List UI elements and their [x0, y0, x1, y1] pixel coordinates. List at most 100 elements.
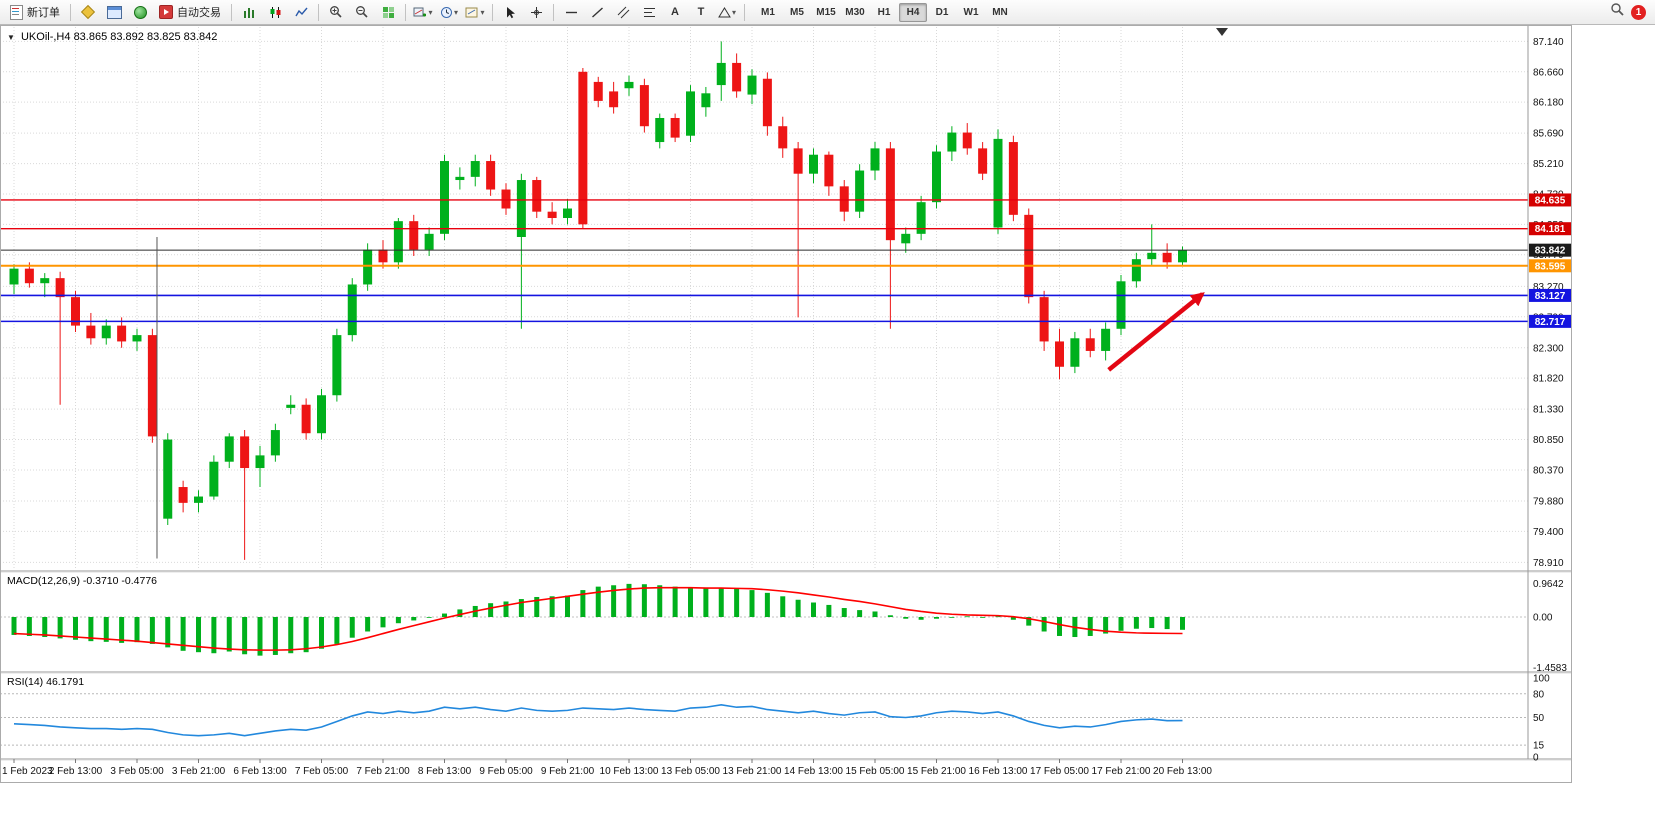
text-tool[interactable]: A: [671, 6, 679, 18]
cursor-button[interactable]: [498, 1, 522, 24]
trendline-tool[interactable]: [585, 1, 609, 24]
green-circle-icon: [133, 5, 147, 19]
timeframe-button-W1[interactable]: W1: [963, 6, 979, 18]
macd-bar: [149, 617, 155, 644]
rsi-axis-label: 100: [1533, 674, 1550, 685]
chart-profile-button[interactable]: [76, 1, 100, 24]
macd-bar: [1057, 617, 1062, 636]
new-window-button[interactable]: [102, 1, 126, 24]
candle: [317, 395, 326, 434]
macd-bar: [949, 617, 955, 618]
price-badge-text: 84.635: [1535, 195, 1566, 206]
candle: [1039, 297, 1049, 342]
macd-bar: [180, 617, 186, 651]
search-button[interactable]: [1610, 2, 1625, 22]
zoom-out-button[interactable]: [350, 1, 374, 24]
fibonacci-tool[interactable]: [637, 1, 661, 24]
candle: [393, 221, 403, 263]
macd-bar: [1010, 617, 1016, 620]
candle: [117, 325, 127, 342]
trendline-icon: [591, 6, 603, 18]
price-axis-label: 85.210: [1533, 159, 1564, 170]
candle: [132, 335, 142, 342]
timeframe-toolbar: M1 M5 M15 M30 H1 H4 D1 W1 MN: [754, 2, 1014, 22]
shapes-tool[interactable]: ▾: [715, 1, 739, 24]
candle: [455, 176, 465, 181]
trend-arrow[interactable]: [1107, 292, 1205, 372]
timeframe-button-D1[interactable]: D1: [935, 6, 949, 18]
macd-bar: [1041, 617, 1047, 632]
tile-windows-icon: [382, 6, 394, 18]
timeframe-button-M5[interactable]: M5: [790, 6, 804, 18]
new-chart-button[interactable]: ▾: [411, 1, 435, 24]
macd-bar: [780, 596, 786, 617]
candle: [532, 180, 542, 212]
macd-axis-label: 0.00: [1533, 613, 1553, 624]
macd-bar: [11, 617, 17, 635]
candle: [716, 62, 726, 86]
channel-tool[interactable]: [611, 1, 635, 24]
macd-bar: [196, 617, 201, 653]
time-axis-label: 17 Feb 05:00: [1030, 766, 1089, 777]
cycle-button[interactable]: [128, 1, 152, 24]
macd-bar: [980, 617, 986, 618]
chart-shift-marker[interactable]: [1216, 28, 1228, 36]
candle: [916, 202, 926, 234]
candle: [563, 208, 572, 219]
hlines-layer[interactable]: [0, 199, 1528, 323]
text-label-tool[interactable]: T: [697, 6, 705, 18]
price-badge-text: 82.717: [1535, 317, 1566, 328]
time-axis-label: 15 Feb 21:00: [907, 766, 966, 777]
macd-bar: [857, 610, 863, 617]
price-badge: [1529, 222, 1571, 236]
candle: [686, 91, 695, 136]
price-badge-text: 83.842: [1535, 246, 1566, 257]
annotations-layer: [156, 236, 1205, 559]
candle: [1101, 328, 1111, 351]
chart-window-border: [0, 25, 1572, 783]
time-axis-label: 8 Feb 13:00: [418, 766, 472, 777]
candle: [270, 430, 280, 456]
macd-bar: [42, 617, 48, 638]
candlestick-chart-button[interactable]: [263, 1, 287, 24]
timeframe-button-MN[interactable]: MN: [992, 6, 1008, 18]
candle: [194, 496, 203, 503]
crosshair-button[interactable]: [524, 1, 548, 24]
toolbar-separator: [70, 3, 71, 21]
horizontal-line-tool[interactable]: [559, 1, 583, 24]
chart-canvas[interactable]: 87.14086.66086.18085.69085.21084.73084.2…: [0, 25, 1655, 827]
notification-badge[interactable]: 1: [1631, 4, 1646, 20]
macd-bar: [764, 592, 770, 617]
symbol-period-label: UKOil-,H4: [20, 31, 71, 43]
time-axis-label: 7 Feb 05:00: [295, 766, 349, 777]
price-axis-label: 79.400: [1533, 527, 1564, 538]
period-clock-button[interactable]: ▾: [437, 1, 461, 24]
new-order-button[interactable]: 新订单: [5, 1, 65, 24]
timeframe-button-M1[interactable]: M1: [761, 6, 775, 18]
shapes-icon: [718, 6, 731, 17]
auto-trading-button[interactable]: 自动交易: [154, 1, 226, 24]
candle: [1024, 214, 1034, 298]
time-axis-label: 9 Feb 05:00: [479, 766, 533, 777]
timeframe-button-H4[interactable]: H4: [899, 2, 927, 22]
bar-chart-button[interactable]: [237, 1, 261, 24]
macd-bar: [549, 596, 555, 617]
candle: [255, 455, 265, 469]
candle: [40, 278, 50, 284]
line-chart-button[interactable]: [289, 1, 313, 24]
price-axis[interactable]: 87.14086.66086.18085.69085.21084.73084.2…: [1529, 37, 1571, 764]
chevron-down-icon: ▾: [453, 7, 458, 17]
candle: [486, 161, 496, 190]
timeframe-button-M15[interactable]: M15: [816, 6, 836, 18]
chart-template-button[interactable]: ▾: [463, 1, 487, 24]
tile-windows-button[interactable]: [376, 1, 400, 24]
time-axis-label: 13 Feb 05:00: [661, 766, 720, 777]
price-axis-label: 78.910: [1533, 558, 1564, 569]
timeframe-button-M30[interactable]: M30: [845, 6, 865, 18]
candle: [793, 148, 803, 174]
candle: [578, 71, 588, 225]
zoom-in-button[interactable]: [324, 1, 348, 24]
timeframe-button-H1[interactable]: H1: [877, 6, 891, 18]
macd-bar: [641, 584, 647, 617]
